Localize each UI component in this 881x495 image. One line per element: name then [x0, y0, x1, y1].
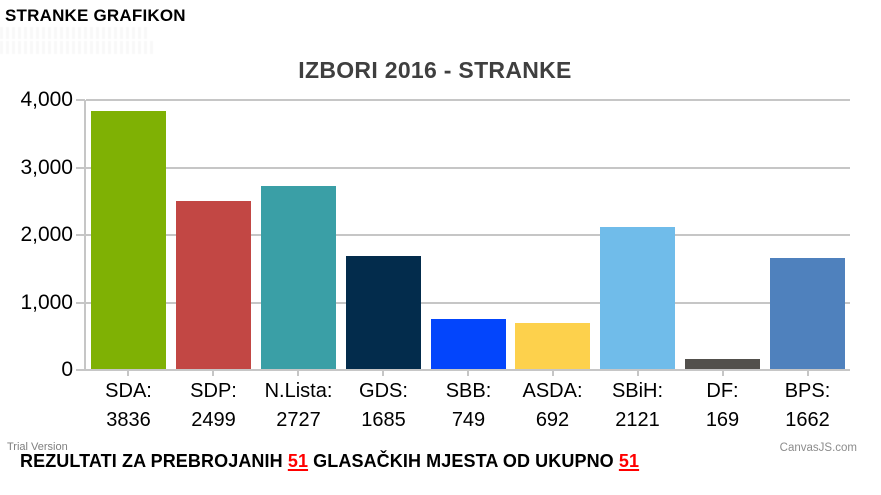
gridline [86, 99, 850, 101]
category-name: SDA: [105, 380, 152, 402]
category-name: GDS: [359, 380, 408, 402]
x-tick [297, 371, 299, 376]
footer-count-1: 51 [287, 451, 309, 471]
bar-gds[interactable] [346, 256, 421, 370]
trial-version-label: Trial Version [7, 441, 68, 453]
category-value: 692 [535, 409, 570, 431]
x-tick [637, 371, 639, 376]
footer-text-2: GLASAČKIH MJESTA OD UKUPNO [308, 451, 619, 471]
bar-sdp[interactable] [176, 201, 251, 370]
gridline [86, 234, 850, 236]
x-tick [552, 371, 554, 376]
category-value: 2727 [276, 409, 321, 431]
y-axis-label: 4,000 [20, 88, 73, 111]
category-name: SDP: [190, 380, 237, 402]
y-tick [76, 167, 85, 169]
category-name: SBB: [445, 380, 492, 402]
x-tick [467, 371, 469, 376]
category-value: 3836 [106, 409, 151, 431]
category-name: BPS: [784, 380, 831, 402]
x-axis-label-sdp: SDP: 2499 [171, 377, 256, 435]
gridline [86, 302, 850, 304]
x-tick [807, 371, 809, 376]
x-tick [212, 371, 214, 376]
x-axis-label-sbih: SBiH: 2121 [595, 377, 680, 435]
bar-nlista[interactable] [261, 186, 336, 370]
category-name: DF: [706, 380, 739, 402]
category-value: 2121 [615, 409, 660, 431]
watermark-artifact [0, 27, 148, 39]
footer-text-1: REZULTATI ZA PREBROJANIH [20, 451, 288, 471]
bar-asda[interactable] [515, 323, 590, 370]
bar-df[interactable] [685, 359, 760, 370]
y-tick [76, 369, 85, 371]
x-axis-label-nlista: N.Lista: 2727 [256, 377, 341, 435]
y-tick [76, 234, 85, 236]
category-value: 2499 [191, 409, 236, 431]
x-tick [127, 371, 129, 376]
canvasjs-credit-link[interactable]: CanvasJS.com [779, 442, 857, 454]
bar-sda[interactable] [91, 111, 166, 370]
bar-sbih[interactable] [600, 227, 675, 370]
y-axis-line [84, 100, 86, 371]
results-footer: REZULTATI ZA PREBROJANIH 51 GLASAČKIH MJ… [20, 451, 639, 472]
category-name: N.Lista: [264, 380, 333, 402]
y-axis-label: 0 [61, 358, 73, 381]
plot-area [86, 99, 850, 376]
category-name: SBiH: [611, 380, 664, 402]
chart-title: IZBORI 2016 - STRANKE [298, 57, 572, 83]
y-axis-label: 2,000 [20, 223, 73, 246]
bar-sbb[interactable] [431, 319, 506, 370]
watermark-artifact [0, 41, 154, 54]
page-title: STRANKE GRAFIKON [5, 6, 186, 25]
x-axis-label-gds: GDS: 1685 [341, 377, 426, 435]
category-value: 1685 [361, 409, 406, 431]
category-name: ASDA: [522, 380, 583, 402]
category-value: 169 [705, 409, 740, 431]
y-tick [76, 302, 85, 304]
gridline [86, 167, 850, 169]
category-value: 749 [451, 409, 486, 431]
x-axis-label-df: DF: 169 [680, 377, 765, 435]
x-axis-label-bps: BPS: 1662 [765, 377, 850, 435]
x-axis-line [86, 369, 850, 371]
x-tick [722, 371, 724, 376]
y-axis-label: 3,000 [20, 156, 73, 179]
bar-bps[interactable] [770, 258, 845, 370]
category-value: 1662 [785, 409, 830, 431]
x-axis-label-sbb: SBB: 749 [426, 377, 511, 435]
y-axis-label: 1,000 [20, 291, 73, 314]
footer-count-2: 51 [618, 451, 640, 471]
y-tick [76, 99, 85, 101]
x-tick [382, 371, 384, 376]
x-axis-label-sda: SDA: 3836 [86, 377, 171, 435]
x-axis-label-asda: ASDA: 692 [510, 377, 595, 435]
